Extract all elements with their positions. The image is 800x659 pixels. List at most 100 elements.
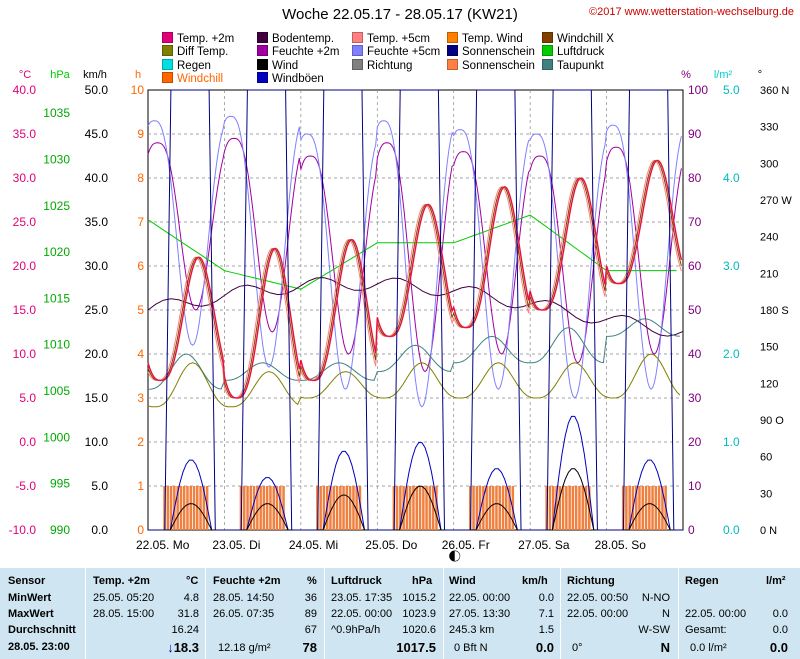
sunshine-bar bbox=[555, 486, 558, 530]
legend-item: Windböen bbox=[257, 72, 324, 85]
rain-max-time: 22.05. 00:00 bbox=[685, 608, 747, 620]
sunshine-bar bbox=[176, 486, 179, 530]
sunshine-duration-line bbox=[148, 89, 683, 531]
sunshine-bar bbox=[478, 486, 482, 530]
dir-avg-value: W-SW bbox=[638, 624, 670, 636]
press-max-value: 1023.9 bbox=[402, 608, 436, 620]
legend-swatch bbox=[162, 72, 173, 83]
sunshine-bar bbox=[352, 486, 355, 530]
sunshine-bar bbox=[581, 486, 584, 530]
sunshine-bar bbox=[475, 486, 479, 530]
wind-max-value: 7.1 bbox=[538, 608, 554, 620]
axis-unit-label: % bbox=[681, 69, 691, 81]
sunshine-bar bbox=[196, 486, 199, 530]
press-current-value: 1017.5 bbox=[396, 640, 436, 655]
kmh-tick-label: 15.0 bbox=[85, 391, 109, 405]
sunshine-bar bbox=[635, 486, 638, 530]
axis-unit-label: h bbox=[135, 69, 141, 81]
kmh-tick-label: 40.0 bbox=[85, 171, 109, 185]
dir-tick-label: 150 bbox=[760, 342, 778, 354]
rain-max-value: 0.0 bbox=[772, 608, 788, 620]
pct-tick-label: 10 bbox=[688, 479, 702, 493]
sunshine-bar bbox=[584, 486, 588, 530]
legend-label: Feuchte +5cm bbox=[367, 46, 441, 58]
dir-tick-label: 30 bbox=[760, 488, 772, 500]
sunshine-bar bbox=[339, 486, 342, 530]
sunshine-bar bbox=[322, 486, 326, 530]
sunshine-bar bbox=[358, 486, 362, 530]
pct-tick-label: 40 bbox=[688, 347, 702, 361]
axis-unit-label: ° bbox=[758, 69, 762, 81]
sunshine-bar bbox=[399, 486, 402, 530]
legend-item: Diff Temp. bbox=[162, 45, 228, 58]
legend-label: Sonnenschein bbox=[462, 60, 535, 72]
rain-total-label: Gesamt: bbox=[685, 624, 727, 636]
hour-tick-label: 5 bbox=[137, 303, 144, 317]
legend-item: Taupunkt bbox=[542, 59, 604, 72]
temp-tick-label: 5.0 bbox=[19, 391, 36, 405]
axis-unit-label: °C bbox=[19, 69, 31, 81]
sunshine-bar bbox=[661, 486, 664, 530]
sunshine-bar bbox=[498, 486, 501, 530]
legend-label: Wind bbox=[272, 60, 299, 72]
hour-tick-label: 9 bbox=[137, 127, 144, 141]
temp-tick-label: 15.0 bbox=[13, 303, 37, 317]
sunshine-bar bbox=[395, 486, 399, 530]
dir-tick-label: 240 bbox=[760, 232, 778, 244]
press-min-time: 23.05. 17:35 bbox=[331, 592, 393, 604]
legend-item: Feuchte +2m bbox=[257, 45, 339, 58]
hum-avg-value: 67 bbox=[304, 624, 317, 636]
kmh-tick-label: 35.0 bbox=[85, 215, 109, 229]
pct-tick-label: 80 bbox=[688, 171, 702, 185]
stats-header-dir: Richtung bbox=[567, 575, 615, 587]
copyright-link[interactable]: ©2017 www.wetterstation-wechselburg.de bbox=[589, 6, 794, 18]
sunshine-bar bbox=[628, 486, 631, 530]
legend-item: Temp. +2m bbox=[162, 32, 234, 45]
legend-swatch bbox=[447, 45, 458, 56]
temp-min-value: 4.8 bbox=[183, 592, 199, 604]
hpa-tick-label: 995 bbox=[50, 477, 70, 491]
hour-tick-label: 3 bbox=[137, 391, 144, 405]
sunshine-bar bbox=[505, 486, 508, 530]
stats-panel: Sensor MinWert MaxWert Durchschnitt 28.0… bbox=[0, 568, 800, 659]
legend-label: Windböen bbox=[272, 73, 324, 85]
sunshine-bar bbox=[259, 486, 262, 530]
temp-2m-line bbox=[147, 159, 682, 399]
sunshine-bar bbox=[179, 486, 183, 530]
sunshine-bar bbox=[166, 486, 170, 530]
stats-header-sensor: Sensor bbox=[8, 575, 46, 587]
sunshine-bar bbox=[256, 486, 259, 530]
legend-item: Wind bbox=[257, 59, 298, 72]
stats-row-min: MinWert bbox=[8, 592, 52, 604]
dewpoint-line bbox=[147, 318, 680, 390]
sunshine-bar bbox=[329, 486, 332, 530]
pct-tick-label: 50 bbox=[688, 303, 702, 317]
hour-tick-label: 2 bbox=[137, 435, 144, 449]
sunshine-bar bbox=[568, 486, 571, 530]
stats-header-press: Luftdruck bbox=[331, 575, 382, 587]
legend-item: Regen bbox=[162, 59, 211, 72]
stats-header-temp-unit: °C bbox=[186, 575, 199, 587]
stats-header-wind: Wind bbox=[449, 575, 476, 587]
day-label: 24.05. Mi bbox=[289, 538, 338, 552]
temp-avg-value: 16.24 bbox=[171, 624, 199, 636]
chart-title: Woche 22.05.17 - 28.05.17 (KW21) bbox=[282, 6, 518, 23]
sunshine-bar bbox=[418, 486, 422, 530]
sunshine-bar bbox=[657, 486, 661, 530]
soil-temp-line bbox=[147, 277, 684, 337]
pct-tick-label: 90 bbox=[688, 127, 702, 141]
stats-row-max: MaxWert bbox=[8, 608, 54, 620]
sunshine-bar bbox=[422, 486, 425, 530]
hpa-tick-label: 1020 bbox=[43, 245, 70, 259]
pct-tick-label: 100 bbox=[688, 83, 708, 97]
day-label: 26.05. Fr bbox=[442, 538, 490, 552]
stats-row-avg: Durchschnitt bbox=[8, 624, 76, 636]
stats-header-hum: Feuchte +2m bbox=[213, 575, 281, 587]
weather-chart: °C hPa km/h h% l/m² °40.035.030.025.020.015.0… bbox=[9, 69, 792, 562]
legend-item: Bodentemp. bbox=[257, 32, 334, 45]
sunshine-bar bbox=[625, 486, 628, 530]
rain-current-value: 0.0 bbox=[769, 640, 788, 655]
sunshine-bar bbox=[275, 486, 279, 530]
sunshine-bar bbox=[408, 486, 412, 530]
temp-max-value: 31.8 bbox=[177, 608, 199, 620]
